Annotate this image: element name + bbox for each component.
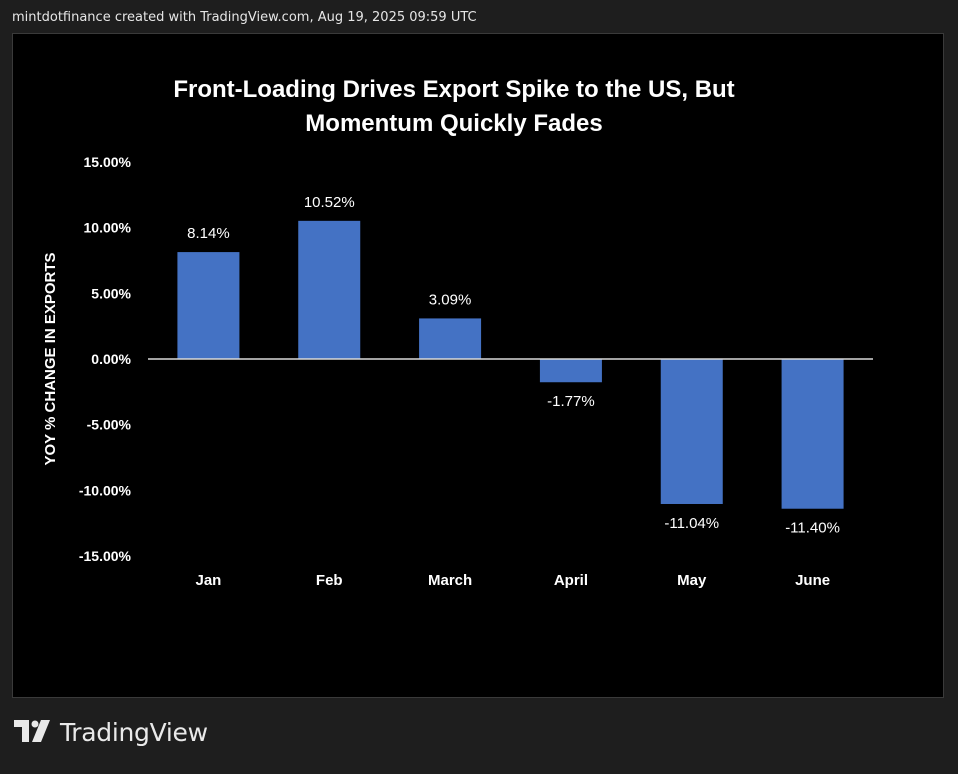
brand-name[interactable]: TradingView	[60, 718, 208, 747]
y-tick-label: 15.00%	[84, 154, 132, 170]
data-label: 10.52%	[304, 194, 355, 211]
data-label: -1.77%	[547, 393, 595, 410]
chart-title: Front-Loading Drives Export Spike to the…	[173, 76, 734, 137]
y-tick-label: 0.00%	[91, 351, 131, 367]
bar-june	[781, 359, 844, 509]
bar-march	[419, 318, 482, 359]
data-labels: 8.14% 10.52% 3.09% -1.77% -11.04% -11.40%	[187, 194, 840, 537]
bar-chart: Front-Loading Drives Export Spike to the…	[42, 76, 873, 589]
x-tick-label: Jan	[195, 572, 221, 589]
chart-title-line: Front-Loading Drives Export Spike to the…	[173, 76, 734, 103]
y-axis-title: YOY % CHANGE IN EXPORTS	[42, 252, 59, 465]
y-tick-label: 5.00%	[91, 285, 131, 301]
x-tick-label: Feb	[316, 572, 343, 589]
bar-feb	[298, 220, 361, 359]
x-tick-label: May	[677, 572, 707, 589]
x-axis-ticks: Jan Feb March April May June	[195, 572, 830, 589]
footer: TradingView	[14, 718, 208, 747]
tradingview-logo-icon[interactable]	[14, 719, 52, 746]
x-tick-label: June	[795, 572, 830, 589]
y-axis-ticks: 15.00% 10.00% 5.00% 0.00% -5.00% -10.00% -15.0…	[79, 154, 132, 564]
bars	[177, 220, 844, 509]
y-tick-label: -10.00%	[79, 482, 132, 498]
data-label: -11.04%	[664, 515, 719, 532]
y-axis-label: YOY % CHANGE IN EXPORTS	[42, 252, 59, 465]
data-label: 3.09%	[429, 291, 472, 308]
chart-caption: mintdotfinance created with TradingView.…	[12, 10, 477, 25]
data-label: -11.40%	[785, 520, 840, 537]
chart-panel: Front-Loading Drives Export Spike to the…	[12, 33, 944, 698]
bar-jan	[177, 252, 240, 359]
data-label: 8.14%	[187, 225, 230, 242]
bar-may	[660, 359, 723, 504]
chart-title-line: Momentum Quickly Fades	[305, 110, 602, 137]
x-tick-label: March	[428, 572, 472, 589]
y-tick-label: -5.00%	[87, 417, 132, 433]
x-tick-label: April	[554, 572, 588, 589]
y-tick-label: 10.00%	[84, 220, 132, 236]
y-tick-label: -15.00%	[79, 548, 132, 564]
bar-april	[539, 359, 602, 383]
